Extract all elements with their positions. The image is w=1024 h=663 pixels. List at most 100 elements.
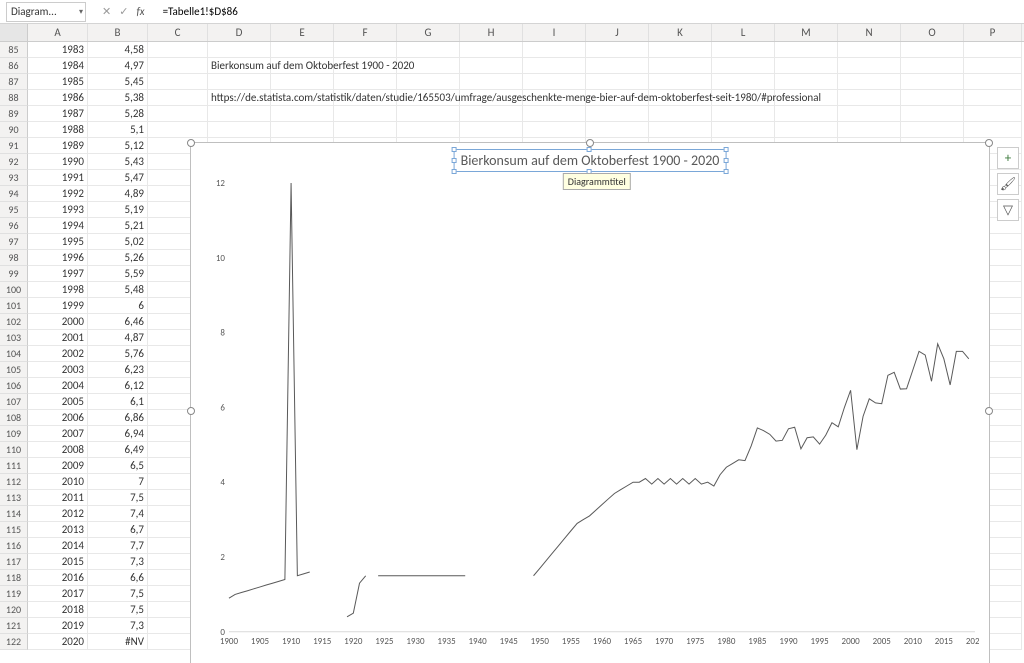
cell[interactable]: 1984 [28,58,88,74]
cell[interactable]: 2000 [28,314,88,330]
row-header[interactable]: 92 [0,154,28,170]
select-all-corner[interactable] [0,24,28,41]
column-header[interactable]: E [271,24,334,41]
column-header[interactable]: I [523,24,586,41]
cell[interactable] [397,42,460,58]
cell[interactable] [586,58,649,74]
cell[interactable] [523,106,586,122]
cell[interactable]: 5,48 [88,282,148,298]
cell[interactable]: 4,97 [88,58,148,74]
cell[interactable]: 7,7 [88,538,148,554]
row-header[interactable]: 94 [0,186,28,202]
row-header[interactable]: 121 [0,618,28,634]
chart-object[interactable]: Bierkonsum auf dem Oktoberfest 1900 - 20… [190,142,990,663]
title-handle[interactable] [452,147,457,152]
cell[interactable] [148,122,208,138]
title-handle[interactable] [587,147,592,152]
cell[interactable] [523,74,586,90]
title-handle[interactable] [452,169,457,174]
row-header[interactable]: 106 [0,378,28,394]
cell[interactable] [148,42,208,58]
cell[interactable]: 1989 [28,138,88,154]
chart-handle[interactable] [985,407,993,415]
cell[interactable] [523,42,586,58]
row-header[interactable]: 122 [0,634,28,650]
row-header[interactable]: 95 [0,202,28,218]
cell[interactable] [397,106,460,122]
cell[interactable]: 6,12 [88,378,148,394]
cell[interactable]: 7,5 [88,602,148,618]
cell[interactable] [208,106,271,122]
cell[interactable] [712,74,775,90]
chart-handle[interactable] [586,139,594,147]
accept-icon[interactable]: ✓ [119,5,128,18]
cell[interactable] [838,90,901,106]
column-header[interactable]: D [208,24,271,41]
cell[interactable] [208,42,271,58]
cell[interactable]: 6,49 [88,442,148,458]
cell[interactable] [712,42,775,58]
cell[interactable]: 7,4 [88,506,148,522]
column-header[interactable]: K [649,24,712,41]
cell[interactable]: 2003 [28,362,88,378]
cell[interactable]: 5,28 [88,106,148,122]
cell[interactable]: 5,45 [88,74,148,90]
cell[interactable]: 2011 [28,490,88,506]
cell[interactable]: 5,21 [88,218,148,234]
row-header[interactable]: 114 [0,506,28,522]
row-header[interactable]: 107 [0,394,28,410]
cell[interactable]: 6,46 [88,314,148,330]
cell[interactable]: 5,19 [88,202,148,218]
cell[interactable]: 6,6 [88,570,148,586]
cell[interactable]: 1995 [28,234,88,250]
cell[interactable] [334,74,397,90]
column-header[interactable]: N [838,24,901,41]
cell[interactable]: #NV [88,634,148,650]
row-header[interactable]: 89 [0,106,28,122]
cell[interactable]: 1994 [28,218,88,234]
row-header[interactable]: 105 [0,362,28,378]
column-header[interactable]: A [28,24,88,41]
row-header[interactable]: 117 [0,554,28,570]
cell[interactable] [964,42,1022,58]
name-box-dropdown-icon[interactable]: ▾ [79,7,83,17]
column-header[interactable]: M [775,24,838,41]
fx-icon[interactable]: fx [136,5,144,18]
row-header[interactable]: 109 [0,426,28,442]
cell[interactable] [271,74,334,90]
cell[interactable]: 5,26 [88,250,148,266]
cell[interactable]: 2020 [28,634,88,650]
cell[interactable]: 1987 [28,106,88,122]
cell[interactable] [649,122,712,138]
chart-handle[interactable] [187,407,195,415]
cell[interactable]: 1999 [28,298,88,314]
cell[interactable] [271,106,334,122]
cell[interactable]: 1996 [28,250,88,266]
cell[interactable] [838,42,901,58]
cell[interactable] [775,106,838,122]
row-header[interactable]: 102 [0,314,28,330]
cell[interactable] [208,122,271,138]
cell[interactable]: 1993 [28,202,88,218]
column-header[interactable]: L [712,24,775,41]
row-header[interactable]: 110 [0,442,28,458]
cell[interactable]: 5,43 [88,154,148,170]
cell[interactable]: 6,5 [88,458,148,474]
chart-elements-button[interactable]: + [997,147,1019,169]
chart-filter-button[interactable]: ▽ [997,199,1019,221]
row-header[interactable]: 91 [0,138,28,154]
cell[interactable]: 2008 [28,442,88,458]
cell[interactable]: 2007 [28,426,88,442]
cell[interactable] [460,106,523,122]
cell[interactable] [901,122,964,138]
cell[interactable]: 6,86 [88,410,148,426]
cell[interactable]: 1986 [28,90,88,106]
cell[interactable] [334,106,397,122]
cell[interactable]: 1988 [28,122,88,138]
cell[interactable]: 5,02 [88,234,148,250]
cell[interactable]: 5,76 [88,346,148,362]
cell[interactable] [712,122,775,138]
cell[interactable] [649,74,712,90]
column-header[interactable]: J [586,24,649,41]
column-header[interactable]: P [964,24,1022,41]
